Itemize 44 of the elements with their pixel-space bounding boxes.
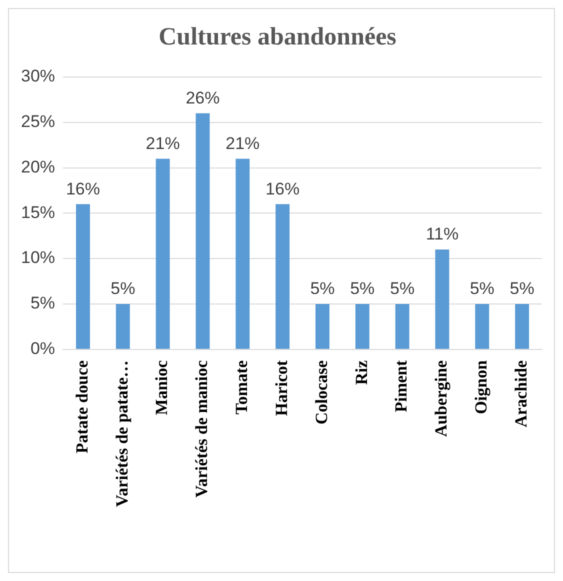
bar	[435, 249, 450, 349]
x-tick-label: Aubergine	[432, 360, 451, 437]
y-tick-label: 10%	[20, 248, 56, 268]
x-tick-label: Arachide	[511, 360, 530, 428]
bar	[315, 304, 330, 349]
x-tick-label: Colocase	[312, 360, 331, 425]
data-label: 11%	[426, 224, 459, 244]
data-label: 5%	[310, 279, 335, 298]
data-label: 16%	[266, 179, 300, 198]
x-tick-label: Patate douce	[72, 360, 92, 454]
x-tick-label: Variétés de manioc	[192, 360, 212, 498]
x-tick-label: Piment	[392, 360, 411, 412]
chart-title: Cultures abandonnées	[158, 23, 397, 50]
x-tick-label: Oignon	[472, 360, 491, 414]
x-tick-label: Riz	[352, 360, 371, 385]
data-label: 5%	[510, 279, 534, 298]
x-tick-label: Manioc	[152, 360, 172, 416]
data-label: 5%	[350, 279, 375, 298]
bar	[236, 158, 250, 349]
data-label: 5%	[110, 279, 136, 298]
data-label: 5%	[470, 279, 494, 298]
data-label: 16%	[66, 179, 100, 198]
bar	[395, 304, 410, 349]
x-tick-label: Variétés de patate…	[112, 360, 132, 508]
y-tick-label: 25%	[20, 112, 56, 132]
data-label: 21%	[226, 134, 260, 153]
bar	[156, 158, 170, 349]
data-label: 21%	[146, 134, 180, 153]
y-tick-label: 0%	[30, 339, 56, 358]
y-tick-label: 30%	[20, 66, 56, 86]
bar	[276, 204, 290, 349]
bar	[196, 113, 210, 349]
bar	[475, 304, 490, 349]
bar	[76, 204, 90, 349]
x-tick-label: Haricot	[272, 360, 291, 416]
data-label: 5%	[390, 279, 415, 298]
bar	[116, 304, 130, 349]
bar	[355, 304, 370, 349]
x-tick-label: Tomate	[232, 360, 252, 414]
data-label: 26%	[186, 88, 220, 108]
y-tick-label: 5%	[30, 294, 56, 313]
bar	[515, 304, 530, 349]
y-tick-label: 20%	[20, 157, 56, 176]
y-tick-label: 15%	[20, 202, 56, 222]
